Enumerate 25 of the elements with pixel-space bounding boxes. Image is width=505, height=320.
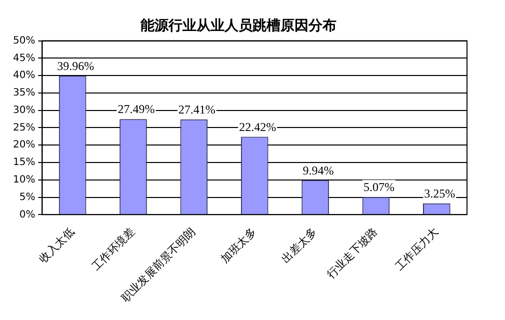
data-label: 27.49% — [118, 102, 155, 116]
data-label: 27.41% — [178, 102, 216, 117]
x-tick-label: 加班太多 — [218, 225, 259, 266]
chart-title: 能源行业从业人员跳槽原因分布 — [140, 18, 336, 34]
x-tick-label: 出差太多 — [279, 225, 320, 266]
x-tick-label: 工作环境差 — [89, 225, 138, 274]
data-label: 22.42% — [239, 120, 276, 134]
data-label: 3.25% — [424, 186, 456, 201]
y-tick-label: 50% — [12, 35, 36, 46]
y-tick-label: 45% — [12, 52, 36, 64]
y-tick-label: 0% — [19, 209, 36, 220]
y-tick-label: 30% — [12, 104, 36, 116]
data-label: 39.96% — [57, 58, 94, 73]
x-tick-label: 收入太低 — [36, 225, 77, 266]
y-tick-label: 25% — [12, 122, 36, 134]
y-tick-label: 15% — [12, 157, 36, 168]
y-tick-label: 40% — [12, 70, 36, 82]
y-tick-label: 35% — [12, 88, 36, 99]
y-tick-label: 10% — [12, 174, 36, 186]
y-tick-label: 20% — [12, 140, 36, 151]
data-label: 5.07% — [363, 180, 394, 194]
x-tick-label: 工作压力大 — [392, 225, 441, 274]
x-tick-label: 行业走下坡路 — [324, 225, 380, 282]
data-label: 9.94% — [302, 163, 334, 178]
y-tick-label: 5% — [19, 192, 36, 203]
